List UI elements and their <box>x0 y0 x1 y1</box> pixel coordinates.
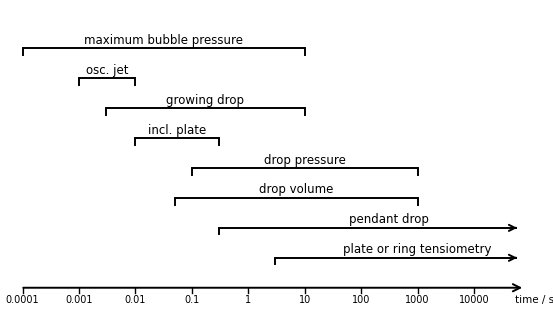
Text: 1: 1 <box>245 295 252 305</box>
Text: 10: 10 <box>299 295 311 305</box>
Text: 1000: 1000 <box>405 295 430 305</box>
Text: pendant drop: pendant drop <box>348 213 429 226</box>
Text: incl. plate: incl. plate <box>148 124 206 136</box>
Text: 10000: 10000 <box>459 295 489 305</box>
Text: growing drop: growing drop <box>166 94 244 107</box>
Text: 100: 100 <box>352 295 371 305</box>
Text: drop volume: drop volume <box>259 183 333 197</box>
Text: time / s: time / s <box>515 295 553 305</box>
Text: 0.01: 0.01 <box>125 295 146 305</box>
Text: maximum bubble pressure: maximum bubble pressure <box>84 34 243 47</box>
Text: 0.001: 0.001 <box>65 295 93 305</box>
Text: osc. jet: osc. jet <box>86 64 128 77</box>
Text: plate or ring tensiometry: plate or ring tensiometry <box>342 243 491 256</box>
Text: drop pressure: drop pressure <box>264 154 346 167</box>
Text: 0.1: 0.1 <box>184 295 200 305</box>
Text: 0.0001: 0.0001 <box>6 295 39 305</box>
